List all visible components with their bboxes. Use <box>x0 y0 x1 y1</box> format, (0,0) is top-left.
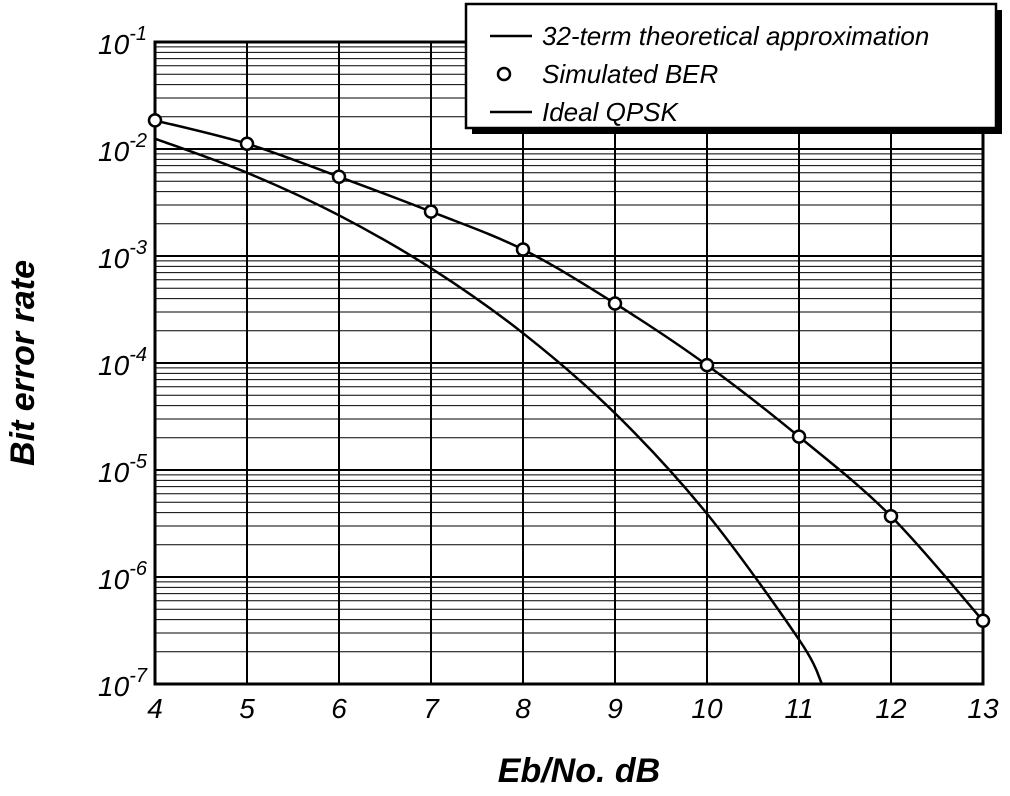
data-point-marker <box>331 169 347 185</box>
y-tick-label: 10-7 <box>98 665 148 702</box>
x-tick-label: 12 <box>875 693 907 724</box>
data-point-marker <box>423 204 439 219</box>
data-point-marker <box>607 296 623 311</box>
x-tick-label: 13 <box>967 693 999 724</box>
y-tick-label: 10-4 <box>98 344 147 381</box>
series-line-0 <box>155 119 983 622</box>
y-axis-title: Bit error rate <box>4 260 42 466</box>
x-tick-label: 11 <box>784 693 813 724</box>
legend-label: Ideal QPSK <box>542 97 680 127</box>
x-tick-label: 7 <box>423 693 440 724</box>
x-tick-label: 8 <box>515 693 531 724</box>
y-tick-label: 10-6 <box>98 558 148 595</box>
legend-circle-swatch <box>496 66 512 82</box>
legend-box <box>464 2 998 130</box>
y-tick-label: 10-3 <box>98 237 147 274</box>
data-point-marker <box>515 242 531 257</box>
data-point-marker <box>239 136 255 151</box>
x-tick-labels: 4 5 6 7 8 9 10 11 12 13 <box>147 693 999 724</box>
y-tick-labels: 10-1 10-2 10-3 10-4 10-5 10-6 10-7 <box>98 23 148 702</box>
grid <box>154 42 984 685</box>
x-tick-label: 4 <box>147 693 163 724</box>
legend: 32-term theoretical approximation Simulat… <box>464 2 1002 134</box>
y-tick-label: 10-5 <box>98 451 148 488</box>
data-point-marker <box>975 613 991 629</box>
legend-label: 32-term theoretical approximation <box>542 21 929 51</box>
legend-items: 32-term theoretical approximation Simulat… <box>490 21 929 127</box>
data-point-marker <box>883 508 899 524</box>
series-line-2 <box>155 137 824 684</box>
series-group <box>147 113 991 684</box>
data-point-marker <box>699 357 715 373</box>
y-tick-label: 10-1 <box>98 23 147 60</box>
x-tick-label: 6 <box>331 693 347 724</box>
legend-label: Simulated BER <box>542 59 718 89</box>
data-point-marker <box>791 429 807 444</box>
data-point-marker <box>147 113 163 128</box>
x-tick-label: 5 <box>239 693 255 724</box>
y-tick-label: 10-2 <box>98 130 147 167</box>
x-tick-label: 9 <box>607 693 623 724</box>
x-tick-label: 10 <box>691 693 723 724</box>
x-axis-title: Eb/No. dB <box>498 752 660 790</box>
